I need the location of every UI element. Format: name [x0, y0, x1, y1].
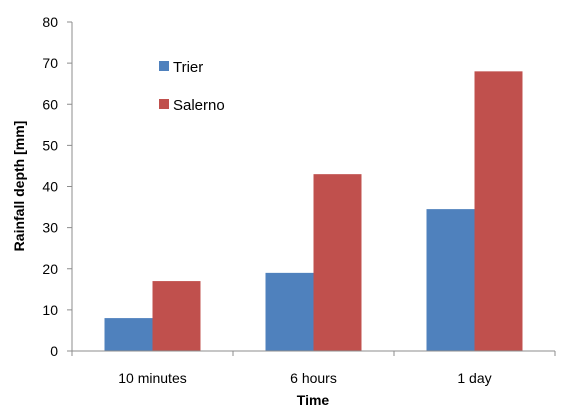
- y-axis-title: Rainfall depth [mm]: [11, 121, 27, 252]
- y-tick-label: 40: [42, 179, 58, 195]
- x-axis-title: Time: [297, 392, 330, 407]
- y-tick-label: 60: [42, 96, 58, 112]
- bar-salerno-1: [313, 174, 362, 351]
- y-tick-label: 30: [42, 220, 58, 236]
- legend-swatch-trier: [159, 61, 169, 71]
- y-tick-label: 80: [42, 14, 58, 30]
- bar-trier-1: [265, 272, 314, 351]
- bar-trier-0: [104, 318, 153, 351]
- x-tick-label: 6 hours: [290, 370, 337, 386]
- y-axis-ticks: 0 10 20 30 40 50 60 70 80: [42, 14, 72, 359]
- y-tick-label: 10: [42, 302, 58, 318]
- legend-label-trier: Trier: [173, 59, 203, 76]
- bar-trier-2: [426, 209, 475, 351]
- legend: Trier Salerno: [159, 59, 225, 114]
- x-axis-ticks: 10 minutes 6 hours 1 day: [71, 351, 556, 386]
- x-tick-label: 1 day: [457, 370, 491, 386]
- legend-label-salerno: Salerno: [173, 97, 225, 114]
- legend-swatch-salerno: [159, 99, 169, 109]
- bar-salerno-0: [152, 281, 201, 351]
- y-tick-label: 70: [42, 55, 58, 71]
- y-tick-label: 50: [42, 137, 58, 153]
- bar-salerno-2: [474, 71, 523, 351]
- x-tick-label: 10 minutes: [118, 370, 186, 386]
- y-tick-label: 20: [42, 261, 58, 277]
- y-tick-label: 0: [50, 343, 58, 359]
- bars-group: [104, 71, 523, 351]
